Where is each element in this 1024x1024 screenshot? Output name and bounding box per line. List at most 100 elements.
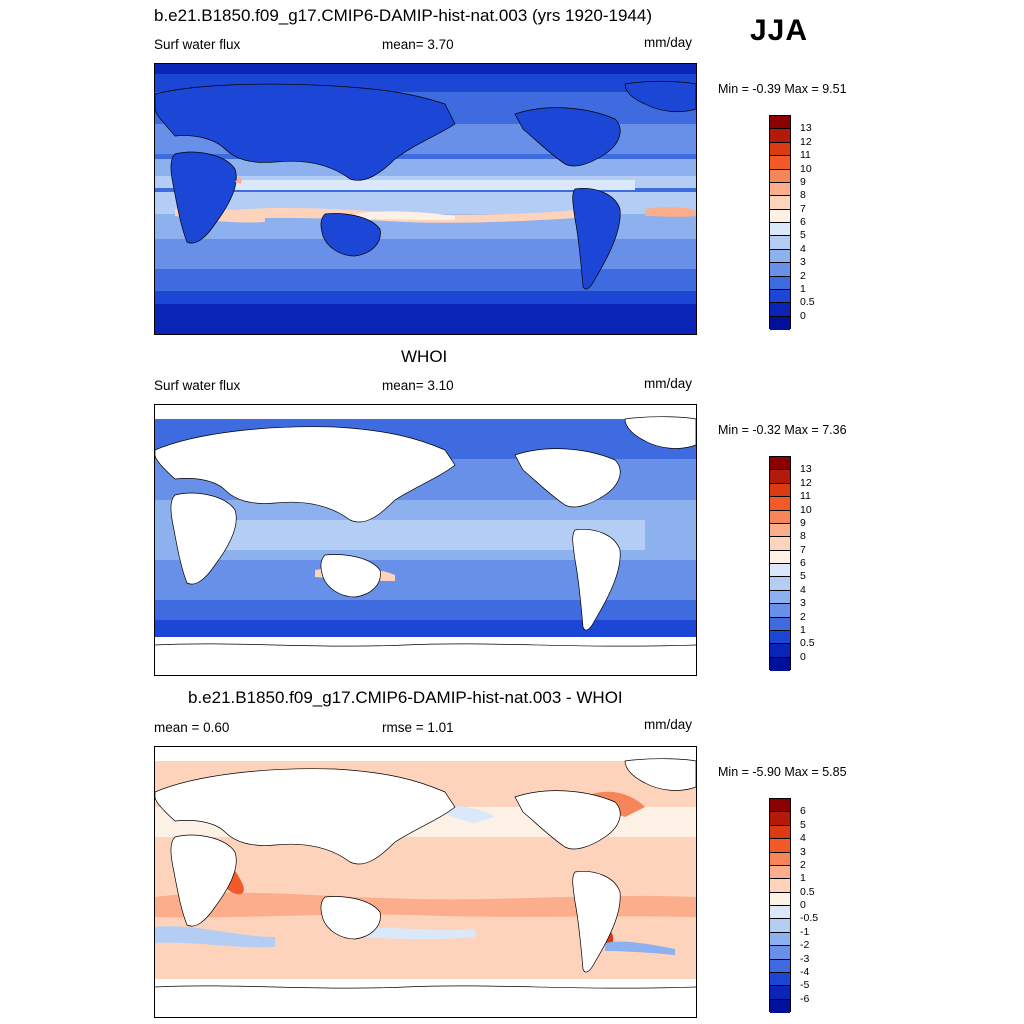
panel-1-units: mm/day xyxy=(644,35,693,50)
colorbar-swatch xyxy=(770,799,790,813)
colorbar-tick-label: 4 xyxy=(800,242,806,255)
colorbar-tick-label: -3 xyxy=(800,952,810,965)
colorbar-tick-label: 6 xyxy=(800,216,806,228)
colorbar-swatch xyxy=(770,972,790,987)
colorbar-tick-label: 2 xyxy=(800,610,806,623)
panel-2-title: WHOI xyxy=(401,347,448,366)
colorbar-tick-label: 0.5 xyxy=(800,885,815,898)
colorbar-swatch xyxy=(770,510,790,524)
colorbar-swatch xyxy=(770,223,790,237)
colorbar-tick-label: 10 xyxy=(800,503,812,516)
colorbar-swatch xyxy=(770,470,790,484)
panel-3-minmax: Min = -5.90 Max = 5.85 xyxy=(718,765,847,779)
panel-2-colorbar xyxy=(769,456,791,671)
colorbar-tick-label: 5 xyxy=(800,570,806,583)
panel-2-map xyxy=(154,404,697,676)
colorbar-swatch xyxy=(770,249,790,264)
panel-2-units: mm/day xyxy=(644,376,693,391)
colorbar-tick-label: -2 xyxy=(800,939,810,952)
colorbar-swatch xyxy=(770,116,790,130)
colorbar-swatch xyxy=(770,303,790,317)
colorbar-tick-label: 3 xyxy=(800,256,806,269)
colorbar-tick-label: 9 xyxy=(800,175,806,188)
colorbar-swatch xyxy=(770,812,790,826)
panel-1-colorbar xyxy=(769,115,791,330)
colorbar-tick-label: 3 xyxy=(800,845,806,858)
colorbar-tick-label: 4 xyxy=(800,583,806,596)
colorbar-swatch xyxy=(770,564,790,578)
panel-3-mean: mean = 0.60 xyxy=(154,720,230,735)
colorbar-swatch xyxy=(770,537,790,551)
panel-2-minmax: Min = -0.32 Max = 7.36 xyxy=(718,423,847,437)
colorbar-tick-label: 0.5 xyxy=(800,637,815,650)
colorbar-swatch xyxy=(770,946,790,960)
panel-2-variable: Surf water flux xyxy=(154,378,241,393)
colorbar-tick-label: 12 xyxy=(800,135,812,148)
colorbar-swatch xyxy=(770,483,790,498)
panel-1-minmax: Min = -0.39 Max = 9.51 xyxy=(718,82,847,96)
colorbar-tick-label: 13 xyxy=(800,463,812,476)
colorbar-tick-label: 7 xyxy=(800,202,806,215)
panel-1-map xyxy=(154,63,697,335)
colorbar-tick-label: 11 xyxy=(800,149,811,162)
colorbar-tick-label: 10 xyxy=(800,162,812,175)
panel-1-mean: mean= 3.70 xyxy=(382,37,454,52)
panel-3-colorbar xyxy=(769,798,791,1013)
colorbar-swatch xyxy=(770,182,790,197)
colorbar-swatch xyxy=(770,142,790,157)
colorbar-tick-label: 5 xyxy=(800,818,806,831)
colorbar-swatch xyxy=(770,644,790,658)
colorbar-tick-label: 3 xyxy=(800,597,806,610)
colorbar-swatch xyxy=(770,497,790,511)
colorbar-swatch xyxy=(770,999,790,1013)
colorbar-tick-label: 4 xyxy=(800,832,806,845)
colorbar-tick-label: 5 xyxy=(800,229,806,242)
colorbar-swatch xyxy=(770,865,790,880)
colorbar-tick-label: 8 xyxy=(800,189,806,202)
colorbar-swatch xyxy=(770,630,790,645)
colorbar-swatch xyxy=(770,263,790,277)
colorbar-swatch xyxy=(770,289,790,304)
colorbar-tick-label: -4 xyxy=(800,965,810,978)
colorbar-swatch xyxy=(770,879,790,893)
season-label: JJA xyxy=(750,14,809,47)
colorbar-tick-label: 2 xyxy=(800,858,806,871)
colorbar-swatch xyxy=(770,825,790,840)
colorbar-swatch xyxy=(770,919,790,933)
panel-1-title: b.e21.B1850.f09_g17.CMIP6-DAMIP-hist-nat… xyxy=(154,6,652,25)
colorbar-swatch xyxy=(770,550,790,564)
colorbar-tick-label: -5 xyxy=(800,979,810,992)
colorbar-swatch xyxy=(770,236,790,250)
colorbar-swatch xyxy=(770,892,790,906)
colorbar-tick-label: 7 xyxy=(800,543,806,556)
colorbar-swatch xyxy=(770,169,790,183)
colorbar-tick-label: 0 xyxy=(800,650,806,663)
panel-3-title: b.e21.B1850.f09_g17.CMIP6-DAMIP-hist-nat… xyxy=(188,688,623,707)
colorbar-tick-label: 12 xyxy=(800,476,812,489)
colorbar-swatch xyxy=(770,617,790,631)
colorbar-tick-label: 1 xyxy=(800,282,806,295)
colorbar-tick-label: 9 xyxy=(800,516,806,529)
colorbar-tick-label: -6 xyxy=(800,992,810,1005)
colorbar-swatch xyxy=(770,316,790,330)
colorbar-swatch xyxy=(770,959,790,973)
colorbar-swatch xyxy=(770,590,790,605)
colorbar-tick-label: 13 xyxy=(800,122,812,135)
colorbar-tick-label: 2 xyxy=(800,269,806,282)
panel-1-variable: Surf water flux xyxy=(154,37,241,52)
panel-3-units: mm/day xyxy=(644,717,693,732)
colorbar-tick-label: 11 xyxy=(800,490,811,503)
colorbar-tick-label: 0 xyxy=(800,309,806,322)
colorbar-swatch xyxy=(770,839,790,853)
colorbar-swatch xyxy=(770,457,790,471)
colorbar-swatch xyxy=(770,196,790,210)
panel-2-mean: mean= 3.10 xyxy=(382,378,454,393)
colorbar-swatch xyxy=(770,577,790,591)
colorbar-swatch xyxy=(770,276,790,290)
panel-3-map xyxy=(154,746,697,1018)
colorbar-swatch xyxy=(770,852,790,866)
colorbar-swatch xyxy=(770,906,790,920)
colorbar-tick-label: 1 xyxy=(800,623,806,636)
colorbar-tick-label: 8 xyxy=(800,530,806,543)
colorbar-swatch xyxy=(770,156,790,170)
